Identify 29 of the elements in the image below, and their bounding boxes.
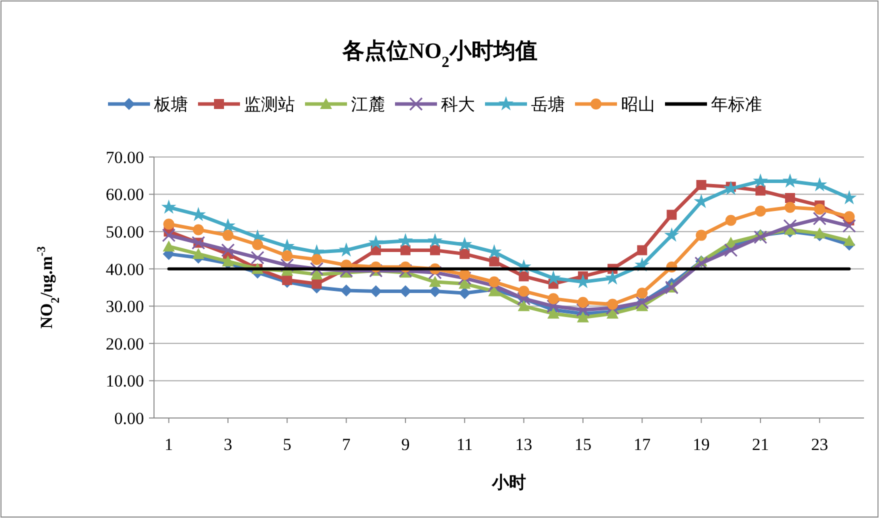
x-tick-label: 23 bbox=[811, 435, 828, 454]
x-tick-label: 13 bbox=[515, 435, 532, 454]
y-tick-label: 40.00 bbox=[106, 260, 144, 279]
legend-label: 年标准 bbox=[711, 94, 762, 114]
x-tick-label: 19 bbox=[692, 435, 710, 454]
legend-label: 昭山 bbox=[621, 94, 655, 114]
chart-title: 各点位NO$_{2}$小时均值 bbox=[342, 38, 538, 70]
x-tick-label: 7 bbox=[342, 435, 352, 454]
legend-label: 岳塘 bbox=[531, 94, 565, 114]
x-tick-label: 1 bbox=[164, 435, 174, 454]
x-tick-label: 11 bbox=[456, 435, 473, 454]
y-tick-label: 20.00 bbox=[106, 334, 144, 354]
y-tick-label: 30.00 bbox=[106, 297, 144, 316]
x-tick-label: 3 bbox=[224, 435, 232, 454]
y-tick-label: 50.00 bbox=[106, 222, 144, 242]
x-tick-label: 17 bbox=[634, 435, 652, 454]
x-tick-label: 21 bbox=[752, 435, 769, 454]
x-tick-label: 15 bbox=[574, 435, 592, 454]
y-tick-label: 0.00 bbox=[114, 408, 144, 428]
legend-label: 科大 bbox=[441, 94, 475, 114]
y-tick-label: 60.00 bbox=[106, 185, 144, 204]
x-tick-label: 5 bbox=[282, 435, 292, 454]
x-axis-title: 小时 bbox=[491, 473, 526, 492]
y-tick-label: 10.00 bbox=[106, 372, 144, 391]
x-tick-label: 9 bbox=[401, 435, 410, 454]
y-tick-label: 70.00 bbox=[106, 148, 144, 167]
legend-label: 监测站 bbox=[244, 94, 295, 114]
legend-label: 江麓 bbox=[351, 94, 385, 114]
legend-label: 板塘 bbox=[153, 94, 188, 114]
